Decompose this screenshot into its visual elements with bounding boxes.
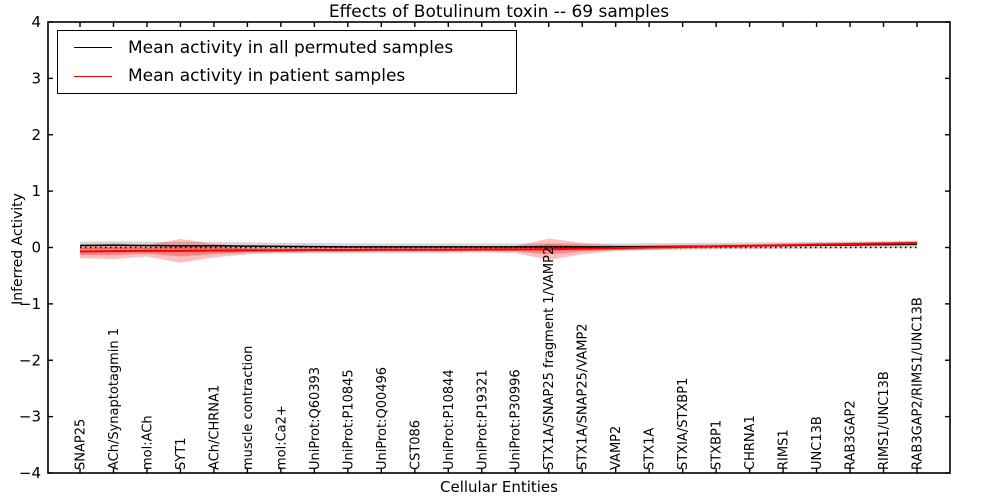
permuted-line-swatch-icon [74, 47, 112, 49]
x-tick-label: UniProt:Q60393 [308, 367, 323, 470]
legend-box: Mean activity in all permuted samples Me… [57, 30, 517, 94]
x-tick-label: SYT1 [174, 438, 189, 470]
x-axis-label: Cellular Entities [440, 478, 558, 496]
patient-samples-spread-outer-band [80, 238, 917, 263]
x-tick-label: RIMS1/UNC13B [877, 371, 892, 470]
x-tick-label: mol:Ca2+ [274, 405, 289, 470]
legend-label: Mean activity in patient samples [128, 66, 406, 87]
y-tick-label: 2 [31, 126, 41, 144]
x-tick-label: RAB3GAP2 [844, 400, 859, 470]
x-tick-label: UNC13B [810, 416, 825, 470]
x-tick-label: STXIA/STXBP1 [676, 378, 691, 470]
x-tick-label: ACh/Synaptotagmin 1 [107, 328, 122, 470]
y-tick-label: −1 [19, 295, 41, 313]
x-tick-label: UniProt:P30996 [509, 369, 524, 470]
x-tick-label: CHRNA1 [743, 415, 758, 470]
x-tick-label: RAB3GAP2/RIMS1/UNC13B [911, 297, 926, 470]
x-tick-label: STXBP1 [710, 420, 725, 470]
permuted-samples-spread-band [80, 241, 917, 251]
series-line-1 [79, 241, 918, 253]
x-tick-label: STX1A/SNAP25 fragment 1/VAMP2 [542, 247, 557, 470]
y-tick-label: 4 [31, 13, 41, 31]
legend-item-permuted: Mean activity in all permuted samples [58, 34, 516, 62]
x-tick-label: VAMP2 [609, 426, 624, 470]
x-tick-label: mol:ACh [140, 415, 155, 470]
y-tick-label: 1 [31, 182, 41, 200]
x-tick-label: UniProt:P19321 [475, 369, 490, 470]
y-axis-label: Inferred Activity [10, 193, 26, 305]
patient-line-swatch-icon [74, 75, 112, 77]
legend-label: Mean activity in all permuted samples [128, 37, 454, 58]
y-tick-label: 3 [31, 69, 41, 87]
x-tick-label: ACh/CHRNA1 [207, 385, 222, 470]
x-tick-label: SNAP25 [74, 419, 89, 470]
x-tick-label: RIMS1 [777, 429, 792, 470]
y-tick-label: −2 [19, 351, 41, 369]
y-tick-label: −4 [19, 464, 41, 482]
chart-title: Effects of Botulinum toxin -- 69 samples [328, 2, 670, 22]
x-tick-label: CST086 [408, 420, 423, 470]
y-tick-label: −3 [19, 408, 41, 426]
x-tick-label: UniProt:P10845 [341, 369, 356, 470]
x-tick-label: muscle contraction [241, 346, 256, 470]
x-tick-label: STX1A [643, 428, 658, 470]
y-tick-label: 0 [31, 239, 41, 257]
legend-item-patient: Mean activity in patient samples [58, 62, 516, 90]
x-tick-label: STX1A/SNAP25/VAMP2 [576, 323, 591, 470]
x-tick-label: UniProt:Q00496 [375, 367, 390, 470]
x-tick-label: UniProt:P10844 [442, 369, 457, 470]
